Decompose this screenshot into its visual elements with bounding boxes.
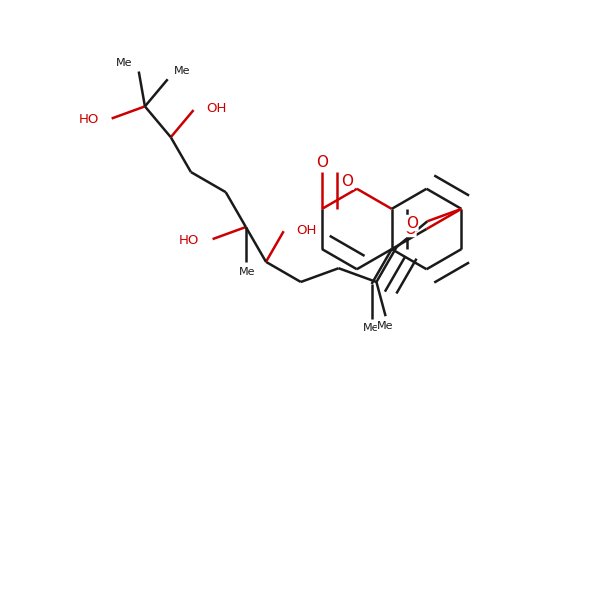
Text: O: O (406, 215, 418, 230)
Text: HO: HO (179, 234, 200, 247)
Text: HO: HO (78, 113, 98, 126)
Text: Me: Me (116, 58, 133, 68)
Text: OH: OH (296, 224, 317, 236)
Text: OH: OH (206, 103, 227, 115)
Text: O: O (341, 174, 353, 189)
Text: O: O (316, 155, 328, 170)
Text: Me: Me (377, 320, 394, 331)
Text: Me: Me (364, 323, 380, 332)
Text: O: O (404, 221, 416, 236)
Text: Me: Me (239, 267, 255, 277)
Text: Me: Me (173, 66, 190, 76)
